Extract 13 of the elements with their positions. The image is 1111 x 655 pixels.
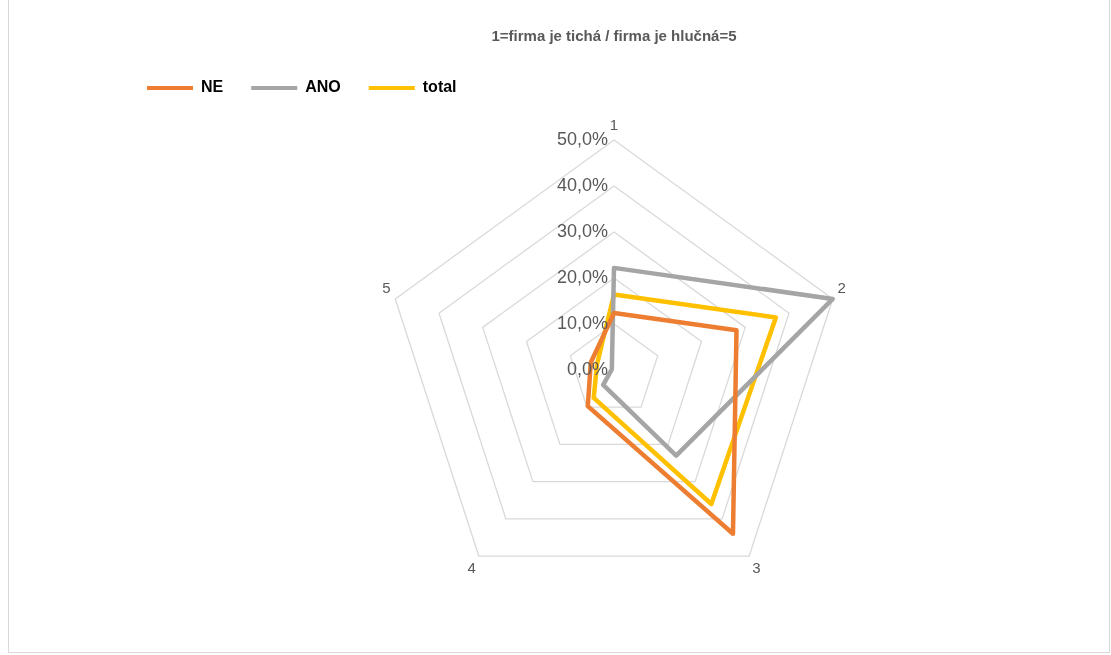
legend-label: ANO (305, 78, 341, 96)
spoke-label: 5 (382, 278, 391, 296)
y-tick-label: 20,0% (556, 266, 608, 287)
spoke-label: 4 (467, 559, 476, 577)
spoke-label: 1 (609, 116, 619, 134)
y-tick-label: 40,0% (556, 174, 608, 195)
legend-label: total (422, 78, 457, 96)
y-tick-label: 50,0% (556, 128, 608, 149)
chart-title: 1=firma je tichá / firma je hlučná=5 (491, 27, 737, 45)
legend-label: NE (201, 78, 224, 96)
spoke-label: 3 (752, 559, 761, 577)
y-tick-label: 30,0% (556, 220, 608, 241)
spoke-label: 2 (837, 278, 846, 296)
